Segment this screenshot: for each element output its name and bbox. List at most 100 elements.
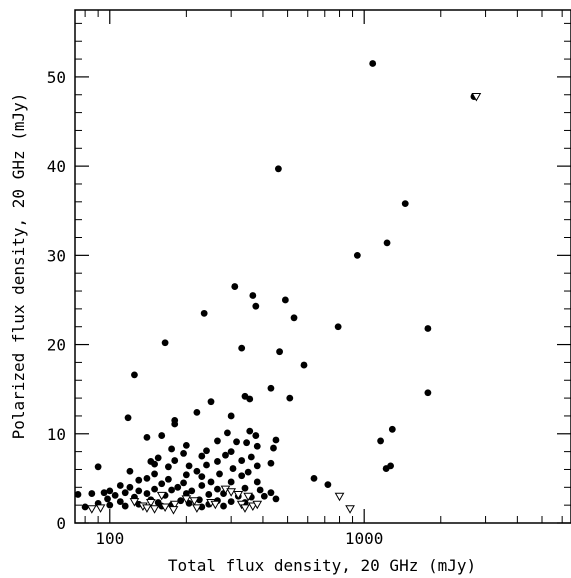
- data-point-detection: [241, 484, 249, 492]
- data-point-detection: [174, 483, 182, 491]
- data-point-detection: [382, 465, 390, 472]
- data-point-detection: [104, 495, 111, 503]
- data-point-detection: [203, 447, 210, 455]
- data-point-detection: [158, 480, 166, 488]
- data-point-detection: [198, 482, 206, 489]
- data-point-detection: [247, 453, 255, 461]
- data-point-detection: [222, 451, 229, 459]
- data-point-detection: [383, 239, 391, 247]
- data-point-detection: [227, 498, 235, 505]
- data-point-detection: [256, 486, 264, 494]
- data-point-detection: [74, 491, 82, 498]
- y-tick-label: 40: [47, 157, 66, 176]
- data-point-detection: [171, 420, 179, 428]
- data-point-upper-limit: [86, 505, 97, 514]
- data-point-upper-limit: [240, 504, 250, 513]
- data-point-detection: [270, 444, 277, 452]
- data-point-detection: [88, 490, 96, 497]
- data-point-detection: [203, 461, 210, 469]
- data-point-upper-limit: [156, 491, 167, 501]
- data-point-upper-limit: [226, 488, 237, 497]
- data-point-detection: [180, 479, 187, 487]
- data-point-detection: [300, 361, 308, 369]
- plot-frame: [74, 9, 571, 524]
- data-point-detection: [276, 348, 283, 356]
- data-point-detection: [207, 478, 215, 486]
- data-point-detection: [214, 458, 221, 465]
- data-point-detection: [126, 467, 134, 475]
- data-point-detection: [290, 314, 298, 322]
- data-point-detection: [94, 463, 102, 471]
- data-point-detection: [244, 468, 252, 476]
- data-point-upper-limit: [95, 504, 106, 513]
- data-point-detection: [124, 414, 132, 422]
- data-point-detection: [81, 503, 89, 511]
- data-point-detection: [151, 470, 158, 478]
- data-point-detection: [253, 478, 261, 486]
- data-point-upper-limit: [233, 490, 244, 500]
- data-point-detection: [185, 462, 193, 470]
- data-point-detection: [165, 463, 172, 471]
- data-point-detection: [126, 483, 134, 491]
- data-point-detection: [388, 425, 396, 433]
- data-point-detection: [252, 302, 260, 310]
- data-point-detection: [310, 474, 318, 482]
- data-point-detection: [171, 457, 179, 464]
- data-point-detection: [243, 439, 251, 447]
- data-point-detection: [151, 485, 158, 493]
- data-point-detection: [238, 457, 246, 464]
- data-point-detection: [377, 437, 384, 445]
- data-point-upper-limit: [243, 492, 254, 502]
- data-point-detection: [205, 491, 213, 498]
- data-point-upper-limit: [345, 505, 355, 514]
- data-point-detection: [182, 441, 190, 449]
- data-point-detection: [334, 323, 342, 331]
- data-point-detection: [281, 296, 289, 304]
- data-point-detection: [214, 485, 221, 493]
- data-point-upper-limit: [334, 492, 345, 502]
- data-point-detection: [143, 490, 151, 497]
- data-point-detection: [158, 432, 166, 439]
- data-point-detection: [246, 395, 254, 403]
- data-point-detection: [131, 371, 138, 379]
- data-point-upper-limit: [129, 498, 140, 507]
- data-point-detection: [238, 344, 246, 352]
- data-point-detection: [227, 412, 235, 420]
- data-point-detection: [324, 481, 332, 489]
- axis-tick-labels: 100 1000 0 10 20 30 40 50: [47, 68, 384, 548]
- data-point-detection: [229, 465, 237, 472]
- data-point-detection: [231, 283, 239, 290]
- data-point-detection: [200, 309, 208, 317]
- data-point-upper-limit: [181, 495, 192, 504]
- data-point-detection: [198, 473, 206, 481]
- data-point-detection: [272, 436, 280, 444]
- axis-ticks: [75, 10, 571, 524]
- data-point-detection: [135, 476, 143, 484]
- data-point-upper-limit: [169, 500, 180, 510]
- y-axis-label: Polarized flux density, 20 GHz (mJy): [9, 93, 28, 440]
- data-point-upper-limit: [189, 497, 200, 506]
- data-point-detection: [121, 502, 129, 510]
- data-point-detection: [135, 487, 143, 495]
- data-point-detection: [193, 467, 201, 475]
- data-point-detection: [188, 487, 196, 495]
- data-point-detection: [216, 470, 223, 478]
- data-point-detection: [100, 489, 108, 497]
- data-point-detection: [106, 487, 114, 495]
- data-point-upper-limit: [471, 93, 482, 102]
- data-point-detection: [177, 497, 185, 505]
- data-point-detection: [220, 502, 227, 510]
- data-point-detection: [267, 459, 275, 467]
- data-point-detection: [253, 442, 261, 450]
- data-point-detection: [168, 486, 176, 494]
- data-point-detection: [252, 432, 260, 439]
- y-tick-label: 20: [47, 336, 66, 355]
- data-point-detection: [143, 474, 151, 482]
- y-tick-label: 50: [47, 68, 66, 87]
- data-point-detection: [161, 339, 169, 347]
- y-tick-label: 30: [47, 246, 66, 265]
- data-point-detection: [182, 471, 190, 479]
- data-point-detection: [143, 433, 151, 441]
- data-point-detection: [207, 398, 215, 406]
